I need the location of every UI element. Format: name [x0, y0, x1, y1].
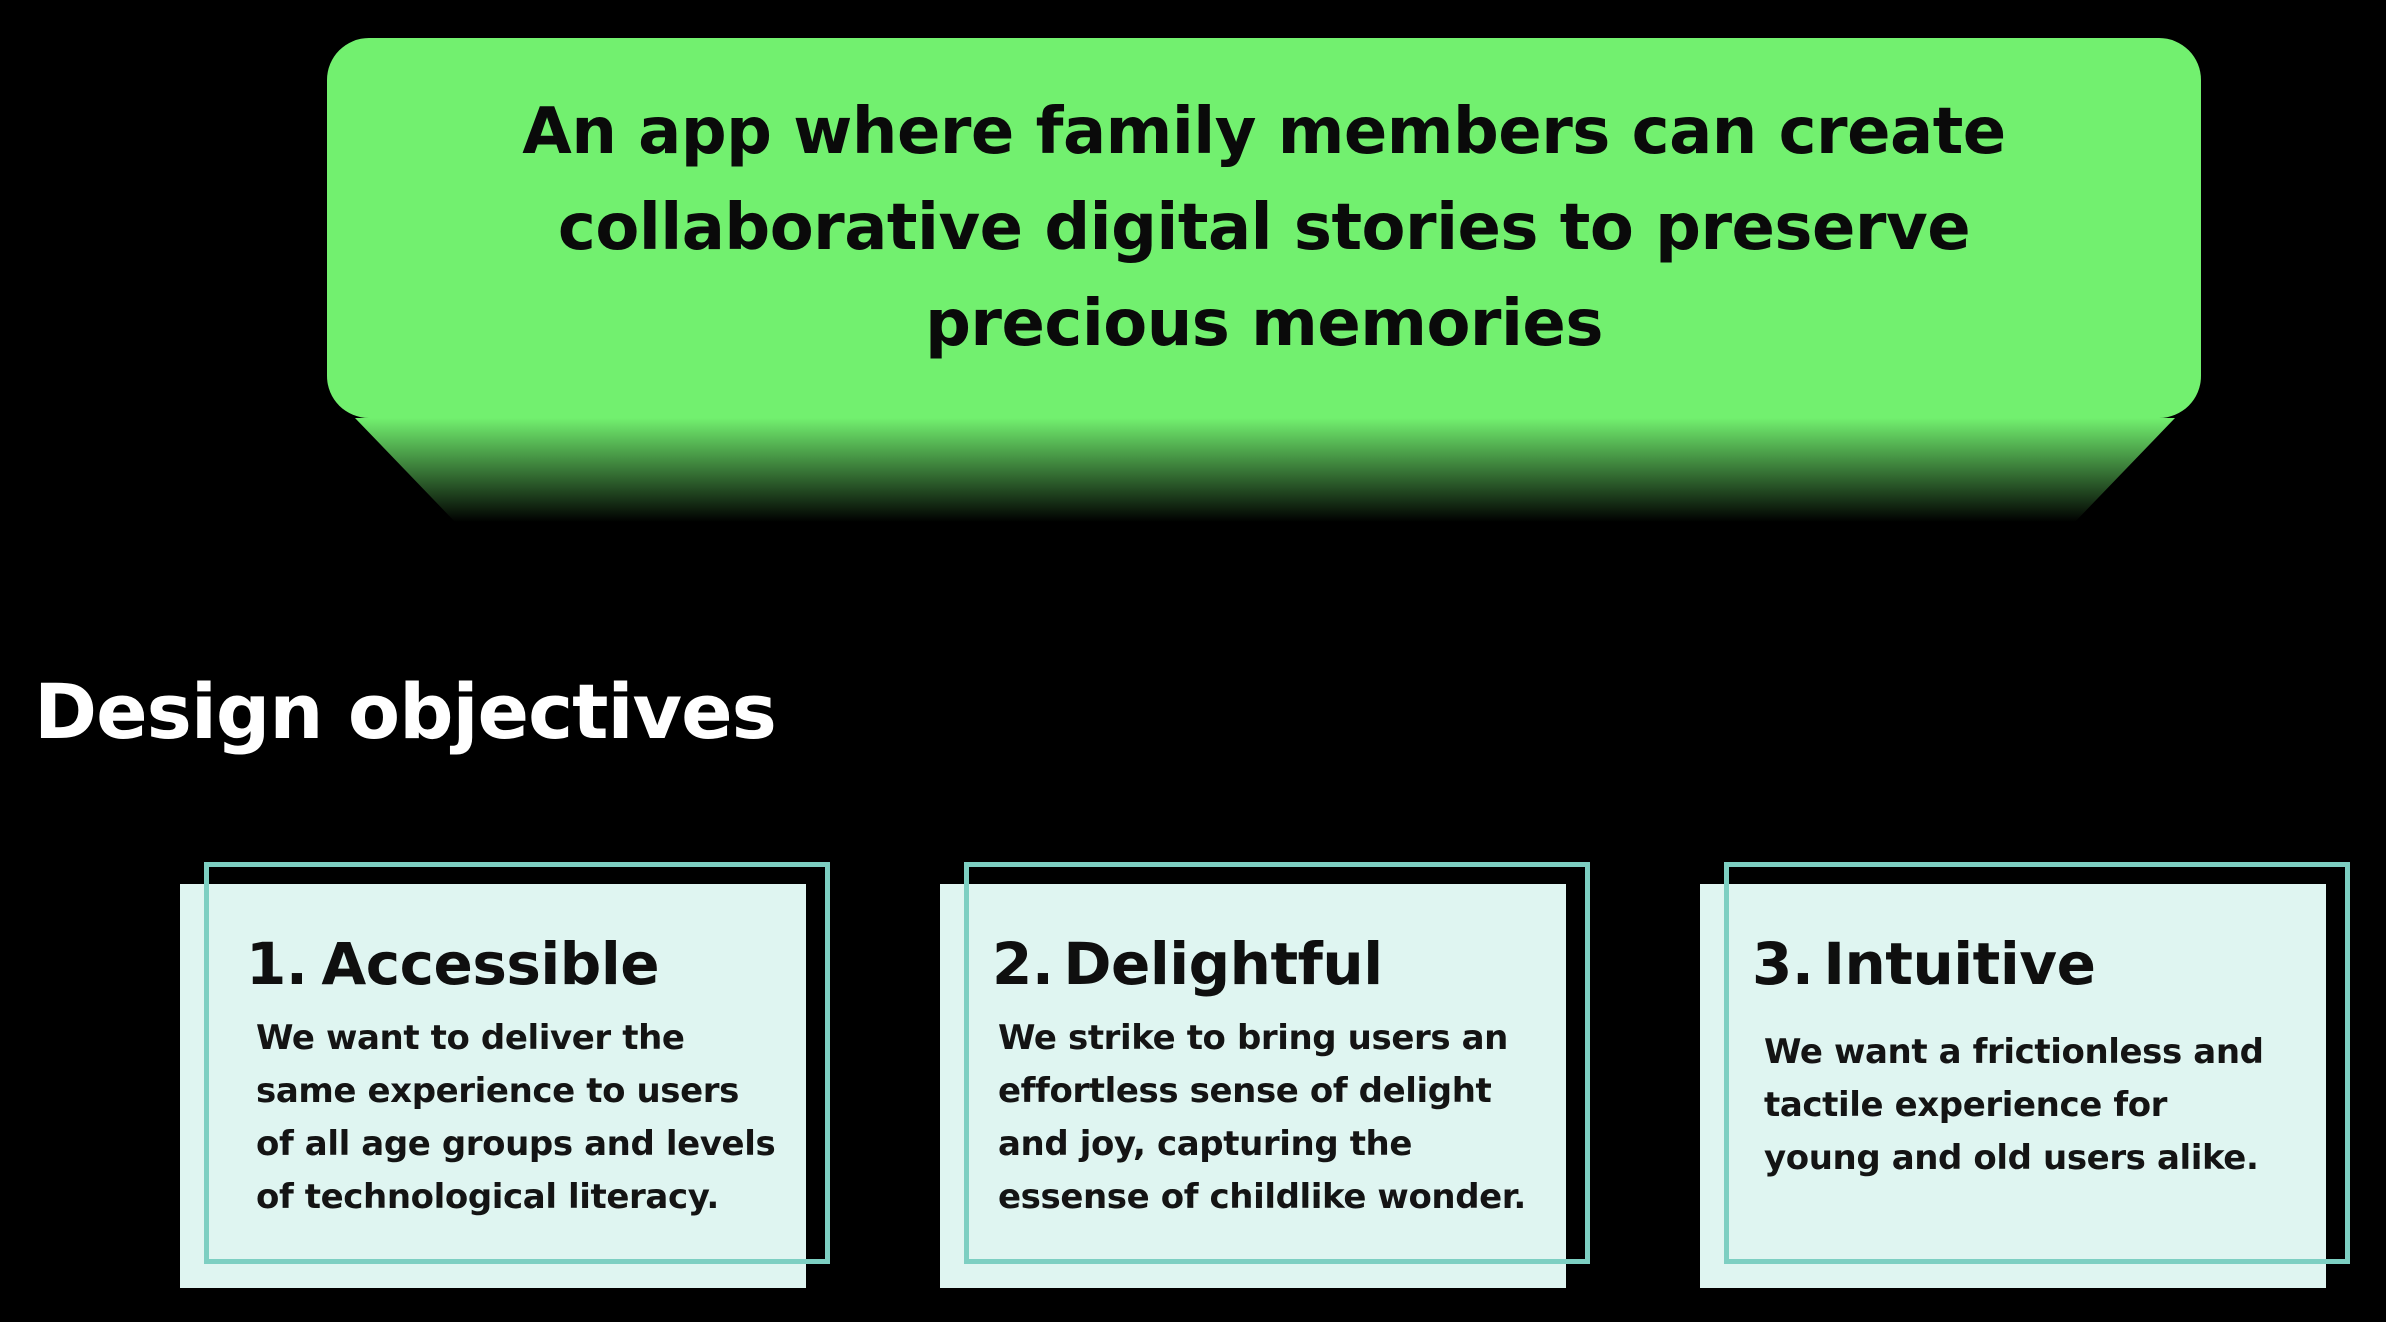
objective-description: We want to deliver the same experience t…	[256, 1018, 776, 1217]
hero-tagline: An app where family members can create c…	[522, 95, 2006, 361]
objective-card-delightful: 2. Delightful We strike to bring users a…	[940, 862, 1590, 1288]
objective-card-intuitive: 3. Intuitive We want a frictionless and …	[1700, 862, 2350, 1288]
objective-title: Delightful	[1063, 930, 1383, 998]
objective-number: 2.	[992, 930, 1054, 998]
objective-title: Intuitive	[1823, 930, 2096, 998]
objective-card-accessible: 1. Accessible We want to deliver the sam…	[180, 862, 830, 1288]
objective-heading: 2. Delightful	[992, 924, 1383, 1004]
hero-glow-shadow	[355, 418, 2175, 522]
hero-banner: An app where family members can create c…	[327, 38, 2201, 418]
objective-description: We strike to bring users an effortless s…	[998, 1018, 1526, 1217]
objective-title: Accessible	[321, 930, 660, 998]
section-title: Design objectives	[34, 667, 777, 756]
objective-heading: 1. Accessible	[246, 924, 660, 1004]
objective-description: We want a frictionless and tactile exper…	[1764, 1032, 2264, 1178]
objective-number: 3.	[1752, 930, 1814, 998]
objective-number: 1.	[246, 930, 308, 998]
objective-heading: 3. Intuitive	[1752, 924, 2096, 1004]
